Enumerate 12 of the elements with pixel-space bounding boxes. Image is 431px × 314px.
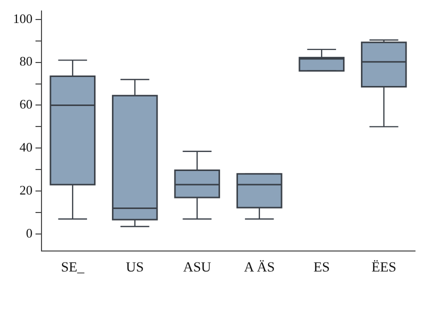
x-tick-label: ASU	[183, 260, 212, 276]
x-tick-label: US	[126, 260, 144, 276]
y-tick-label: 60	[20, 96, 32, 112]
y-tick-label: 100	[13, 10, 32, 26]
y-tick-label: 0	[26, 225, 32, 240]
x-tick-label: A ÄS	[244, 259, 275, 276]
x-tick-label: ËES	[371, 259, 396, 276]
x-tick-label: ES	[313, 260, 330, 276]
y-tick-label: 20	[20, 182, 32, 198]
y-tick-label: 40	[20, 140, 32, 155]
x-tick-label: SE_	[60, 260, 86, 276]
y-tick-label: 80	[20, 54, 32, 69]
